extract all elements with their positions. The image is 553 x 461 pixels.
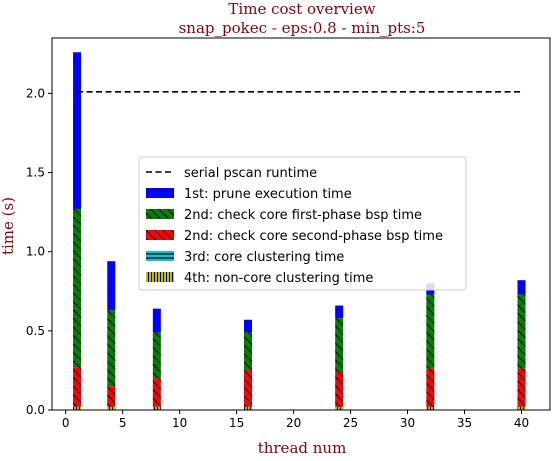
bar-segment-3-3 bbox=[244, 332, 253, 371]
plot-frame bbox=[51, 37, 551, 411]
x-tick-label: 5 bbox=[119, 416, 127, 430]
legend-swatch-1 bbox=[146, 188, 174, 198]
x-tick-label: 35 bbox=[457, 416, 472, 430]
x-tick-label: 20 bbox=[286, 416, 301, 430]
legend-label-1: 1st: prune execution time bbox=[184, 187, 352, 202]
legend-swatch-4 bbox=[146, 251, 174, 261]
bar-segment-4-4 bbox=[335, 305, 344, 319]
y-tick-label: 1.0 bbox=[26, 245, 45, 259]
legend-label-3: 2nd: check core second-phase bsp time bbox=[184, 229, 443, 244]
legend-label-2: 2nd: check core first-phase bsp time bbox=[184, 208, 422, 223]
bar-segment-0-4 bbox=[335, 406, 344, 410]
legend-swatch-2 bbox=[146, 209, 174, 219]
bar-segment-4-2 bbox=[152, 308, 161, 333]
bar-segment-4-1 bbox=[107, 261, 116, 311]
x-tick-label: 15 bbox=[229, 416, 244, 430]
y-tick-label: 2.0 bbox=[26, 86, 45, 100]
x-tick-label: 0 bbox=[62, 416, 70, 430]
bar-segment-2-3 bbox=[244, 370, 253, 407]
bar-segment-0-6 bbox=[517, 406, 526, 410]
y-tick-label: 0.5 bbox=[26, 324, 45, 338]
bar-segment-0-0 bbox=[73, 406, 82, 410]
bar-segment-3-6 bbox=[517, 294, 526, 369]
bar-segment-3-1 bbox=[107, 310, 116, 387]
bar-segment-0-1 bbox=[107, 406, 116, 410]
legend-label-0: serial pscan runtime bbox=[184, 166, 317, 181]
legend-label-4: 3rd: core clustering time bbox=[184, 250, 344, 265]
legend-box bbox=[138, 156, 467, 291]
x-tick-label: 40 bbox=[514, 416, 529, 430]
y-tick-label: 1.5 bbox=[26, 166, 45, 180]
y-tick-label: 0.0 bbox=[26, 403, 45, 417]
bar-segment-4-3 bbox=[244, 319, 253, 333]
legend-swatch-3 bbox=[146, 230, 174, 240]
legend-swatch-5 bbox=[146, 272, 174, 282]
x-tick-label: 25 bbox=[343, 416, 358, 430]
bar-segment-0-2 bbox=[152, 406, 161, 410]
bar-segment-3-4 bbox=[335, 318, 344, 373]
chart-subtitle: snap_pokec - eps:0.8 - min_pts:5 bbox=[179, 19, 426, 37]
bars-layer bbox=[73, 52, 526, 410]
legend-label-5: 4th: non-core clustering time bbox=[184, 271, 373, 286]
x-tick-label: 10 bbox=[172, 416, 187, 430]
bar-segment-4-6 bbox=[517, 280, 526, 295]
x-axis-label: thread num bbox=[258, 439, 347, 456]
axes-layer: 0 5 10 15 20 25 30 35 40 0.0 0.5 1.0 1.5 2.0 bbox=[26, 37, 551, 430]
bar-segment-2-2 bbox=[152, 378, 161, 407]
bar-segment-3-5 bbox=[426, 294, 435, 369]
bar-segment-3-2 bbox=[152, 332, 161, 379]
x-tick-label: 30 bbox=[400, 416, 415, 430]
bar-segment-2-5 bbox=[426, 368, 435, 407]
legend: serial pscan runtime 1st: prune execution… bbox=[138, 156, 467, 291]
y-axis-label: time (s) bbox=[0, 197, 17, 255]
bar-segment-4-0 bbox=[73, 52, 82, 209]
bar-segment-2-4 bbox=[335, 372, 344, 407]
bar-segment-0-3 bbox=[244, 406, 253, 410]
bar-segment-0-5 bbox=[426, 406, 435, 410]
bar-segment-2-1 bbox=[107, 386, 116, 407]
bar-segment-2-0 bbox=[73, 367, 82, 407]
chart-title: Time cost overview bbox=[228, 0, 375, 18]
bar-segment-3-0 bbox=[73, 208, 82, 368]
bar-segment-2-6 bbox=[517, 368, 526, 407]
